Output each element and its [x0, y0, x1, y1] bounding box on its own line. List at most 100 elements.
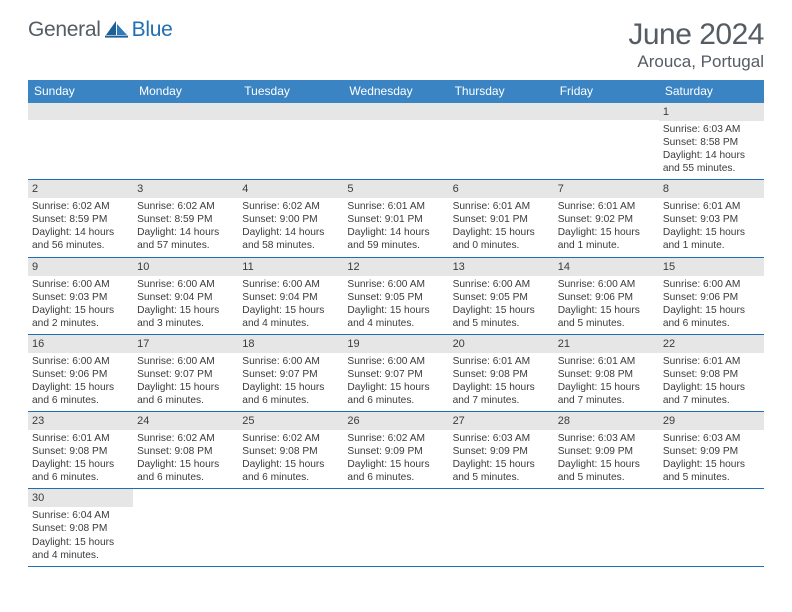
day-number: 12	[343, 258, 448, 276]
sunrise-text: Sunrise: 6:01 AM	[558, 355, 655, 368]
brand-part1: General	[28, 18, 101, 42]
sunset-text: Sunset: 9:08 PM	[32, 445, 129, 458]
daylight-text: Daylight: 15 hours and 4 minutes.	[242, 304, 339, 330]
calendar-cell: 8Sunrise: 6:01 AMSunset: 9:03 PMDaylight…	[659, 180, 764, 257]
day-number: 17	[133, 335, 238, 353]
calendar-cell: 1 Sunrise: 6:03 AMSunset: 8:58 PMDaylight…	[659, 103, 764, 180]
sunset-text: Sunset: 8:59 PM	[32, 213, 129, 226]
sunrise-text: Sunrise: 6:00 AM	[137, 278, 234, 291]
daylight-text: Daylight: 15 hours and 6 minutes.	[32, 458, 129, 484]
calendar-cell: 20Sunrise: 6:01 AMSunset: 9:08 PMDayligh…	[449, 334, 554, 411]
calendar-row: 16Sunrise: 6:00 AMSunset: 9:06 PMDayligh…	[28, 334, 764, 411]
sunset-text: Sunset: 9:05 PM	[347, 291, 444, 304]
weekday-header: Wednesday	[343, 80, 448, 103]
daylight-text: Daylight: 15 hours and 7 minutes.	[453, 381, 550, 407]
day-number-empty	[449, 103, 554, 120]
daylight-text: Daylight: 15 hours and 6 minutes.	[242, 381, 339, 407]
calendar-cell	[554, 103, 659, 180]
sunrise-text: Sunrise: 6:02 AM	[347, 432, 444, 445]
sunset-text: Sunset: 9:03 PM	[32, 291, 129, 304]
sunset-text: Sunset: 9:01 PM	[453, 213, 550, 226]
calendar-cell: 16Sunrise: 6:00 AMSunset: 9:06 PMDayligh…	[28, 334, 133, 411]
day-number: 1	[659, 103, 764, 121]
calendar-cell: 25Sunrise: 6:02 AMSunset: 9:08 PMDayligh…	[238, 412, 343, 489]
sunrise-text: Sunrise: 6:00 AM	[663, 278, 760, 291]
day-number: 10	[133, 258, 238, 276]
calendar-cell: 10Sunrise: 6:00 AMSunset: 9:04 PMDayligh…	[133, 257, 238, 334]
daylight-text: Daylight: 15 hours and 5 minutes.	[453, 458, 550, 484]
month-title: June 2024	[628, 18, 764, 52]
weekday-header: Monday	[133, 80, 238, 103]
daylight-text: Daylight: 14 hours and 57 minutes.	[137, 226, 234, 252]
sunrise-text: Sunrise: 6:00 AM	[453, 278, 550, 291]
sunset-text: Sunset: 9:01 PM	[347, 213, 444, 226]
calendar-row: 23Sunrise: 6:01 AMSunset: 9:08 PMDayligh…	[28, 412, 764, 489]
calendar-cell	[343, 103, 448, 180]
sunrise-text: Sunrise: 6:01 AM	[453, 355, 550, 368]
sunset-text: Sunset: 9:08 PM	[242, 445, 339, 458]
daylight-text: Daylight: 15 hours and 5 minutes.	[453, 304, 550, 330]
day-number: 23	[28, 412, 133, 430]
weekday-header: Tuesday	[238, 80, 343, 103]
sunset-text: Sunset: 9:08 PM	[558, 368, 655, 381]
calendar-cell: 6Sunrise: 6:01 AMSunset: 9:01 PMDaylight…	[449, 180, 554, 257]
calendar-cell: 18Sunrise: 6:00 AMSunset: 9:07 PMDayligh…	[238, 334, 343, 411]
day-number: 24	[133, 412, 238, 430]
daylight-text: Daylight: 14 hours and 58 minutes.	[242, 226, 339, 252]
sunrise-text: Sunrise: 6:00 AM	[347, 278, 444, 291]
sunset-text: Sunset: 8:58 PM	[663, 136, 760, 149]
day-number: 29	[659, 412, 764, 430]
calendar-cell: 19Sunrise: 6:00 AMSunset: 9:07 PMDayligh…	[343, 334, 448, 411]
sunrise-text: Sunrise: 6:03 AM	[663, 123, 760, 136]
daylight-text: Daylight: 15 hours and 5 minutes.	[663, 458, 760, 484]
day-number: 8	[659, 180, 764, 198]
calendar-cell: 17Sunrise: 6:00 AMSunset: 9:07 PMDayligh…	[133, 334, 238, 411]
calendar-cell	[449, 103, 554, 180]
day-number: 5	[343, 180, 448, 198]
calendar-cell	[133, 489, 238, 566]
day-number-empty	[238, 103, 343, 120]
day-number: 3	[133, 180, 238, 198]
daylight-text: Daylight: 15 hours and 1 minute.	[663, 226, 760, 252]
daylight-text: Daylight: 15 hours and 7 minutes.	[663, 381, 760, 407]
daylight-text: Daylight: 14 hours and 55 minutes.	[663, 149, 760, 175]
sunset-text: Sunset: 9:08 PM	[453, 368, 550, 381]
daylight-text: Daylight: 15 hours and 6 minutes.	[663, 304, 760, 330]
calendar-table: SundayMondayTuesdayWednesdayThursdayFrid…	[28, 80, 764, 567]
sunrise-text: Sunrise: 6:03 AM	[453, 432, 550, 445]
day-number: 15	[659, 258, 764, 276]
calendar-cell: 15Sunrise: 6:00 AMSunset: 9:06 PMDayligh…	[659, 257, 764, 334]
calendar-cell: 5Sunrise: 6:01 AMSunset: 9:01 PMDaylight…	[343, 180, 448, 257]
calendar-cell	[133, 103, 238, 180]
calendar-row: 30Sunrise: 6:04 AMSunset: 9:08 PMDayligh…	[28, 489, 764, 566]
daylight-text: Daylight: 15 hours and 5 minutes.	[558, 458, 655, 484]
daylight-text: Daylight: 14 hours and 56 minutes.	[32, 226, 129, 252]
day-number: 28	[554, 412, 659, 430]
day-number: 25	[238, 412, 343, 430]
sunrise-text: Sunrise: 6:04 AM	[32, 509, 129, 522]
calendar-cell: 21Sunrise: 6:01 AMSunset: 9:08 PMDayligh…	[554, 334, 659, 411]
day-number: 21	[554, 335, 659, 353]
calendar-cell: 27Sunrise: 6:03 AMSunset: 9:09 PMDayligh…	[449, 412, 554, 489]
calendar-cell: 26Sunrise: 6:02 AMSunset: 9:09 PMDayligh…	[343, 412, 448, 489]
location: Arouca, Portugal	[628, 52, 764, 72]
sunrise-text: Sunrise: 6:00 AM	[347, 355, 444, 368]
calendar-cell: 3Sunrise: 6:02 AMSunset: 8:59 PMDaylight…	[133, 180, 238, 257]
calendar-cell: 14Sunrise: 6:00 AMSunset: 9:06 PMDayligh…	[554, 257, 659, 334]
day-number: 26	[343, 412, 448, 430]
calendar-cell: 30Sunrise: 6:04 AMSunset: 9:08 PMDayligh…	[28, 489, 133, 566]
calendar-cell	[449, 489, 554, 566]
page: General Blue June 2024 Arouca, Portugal …	[0, 0, 792, 567]
sunrise-text: Sunrise: 6:01 AM	[663, 355, 760, 368]
calendar-row: 9Sunrise: 6:00 AMSunset: 9:03 PMDaylight…	[28, 257, 764, 334]
sunrise-text: Sunrise: 6:02 AM	[137, 200, 234, 213]
calendar-cell	[238, 103, 343, 180]
sunset-text: Sunset: 9:08 PM	[137, 445, 234, 458]
weekday-header: Thursday	[449, 80, 554, 103]
header-row: General Blue June 2024 Arouca, Portugal	[28, 18, 764, 72]
day-number: 19	[343, 335, 448, 353]
daylight-text: Daylight: 15 hours and 1 minute.	[558, 226, 655, 252]
calendar-cell	[554, 489, 659, 566]
sunrise-text: Sunrise: 6:00 AM	[558, 278, 655, 291]
sunset-text: Sunset: 9:08 PM	[32, 522, 129, 535]
